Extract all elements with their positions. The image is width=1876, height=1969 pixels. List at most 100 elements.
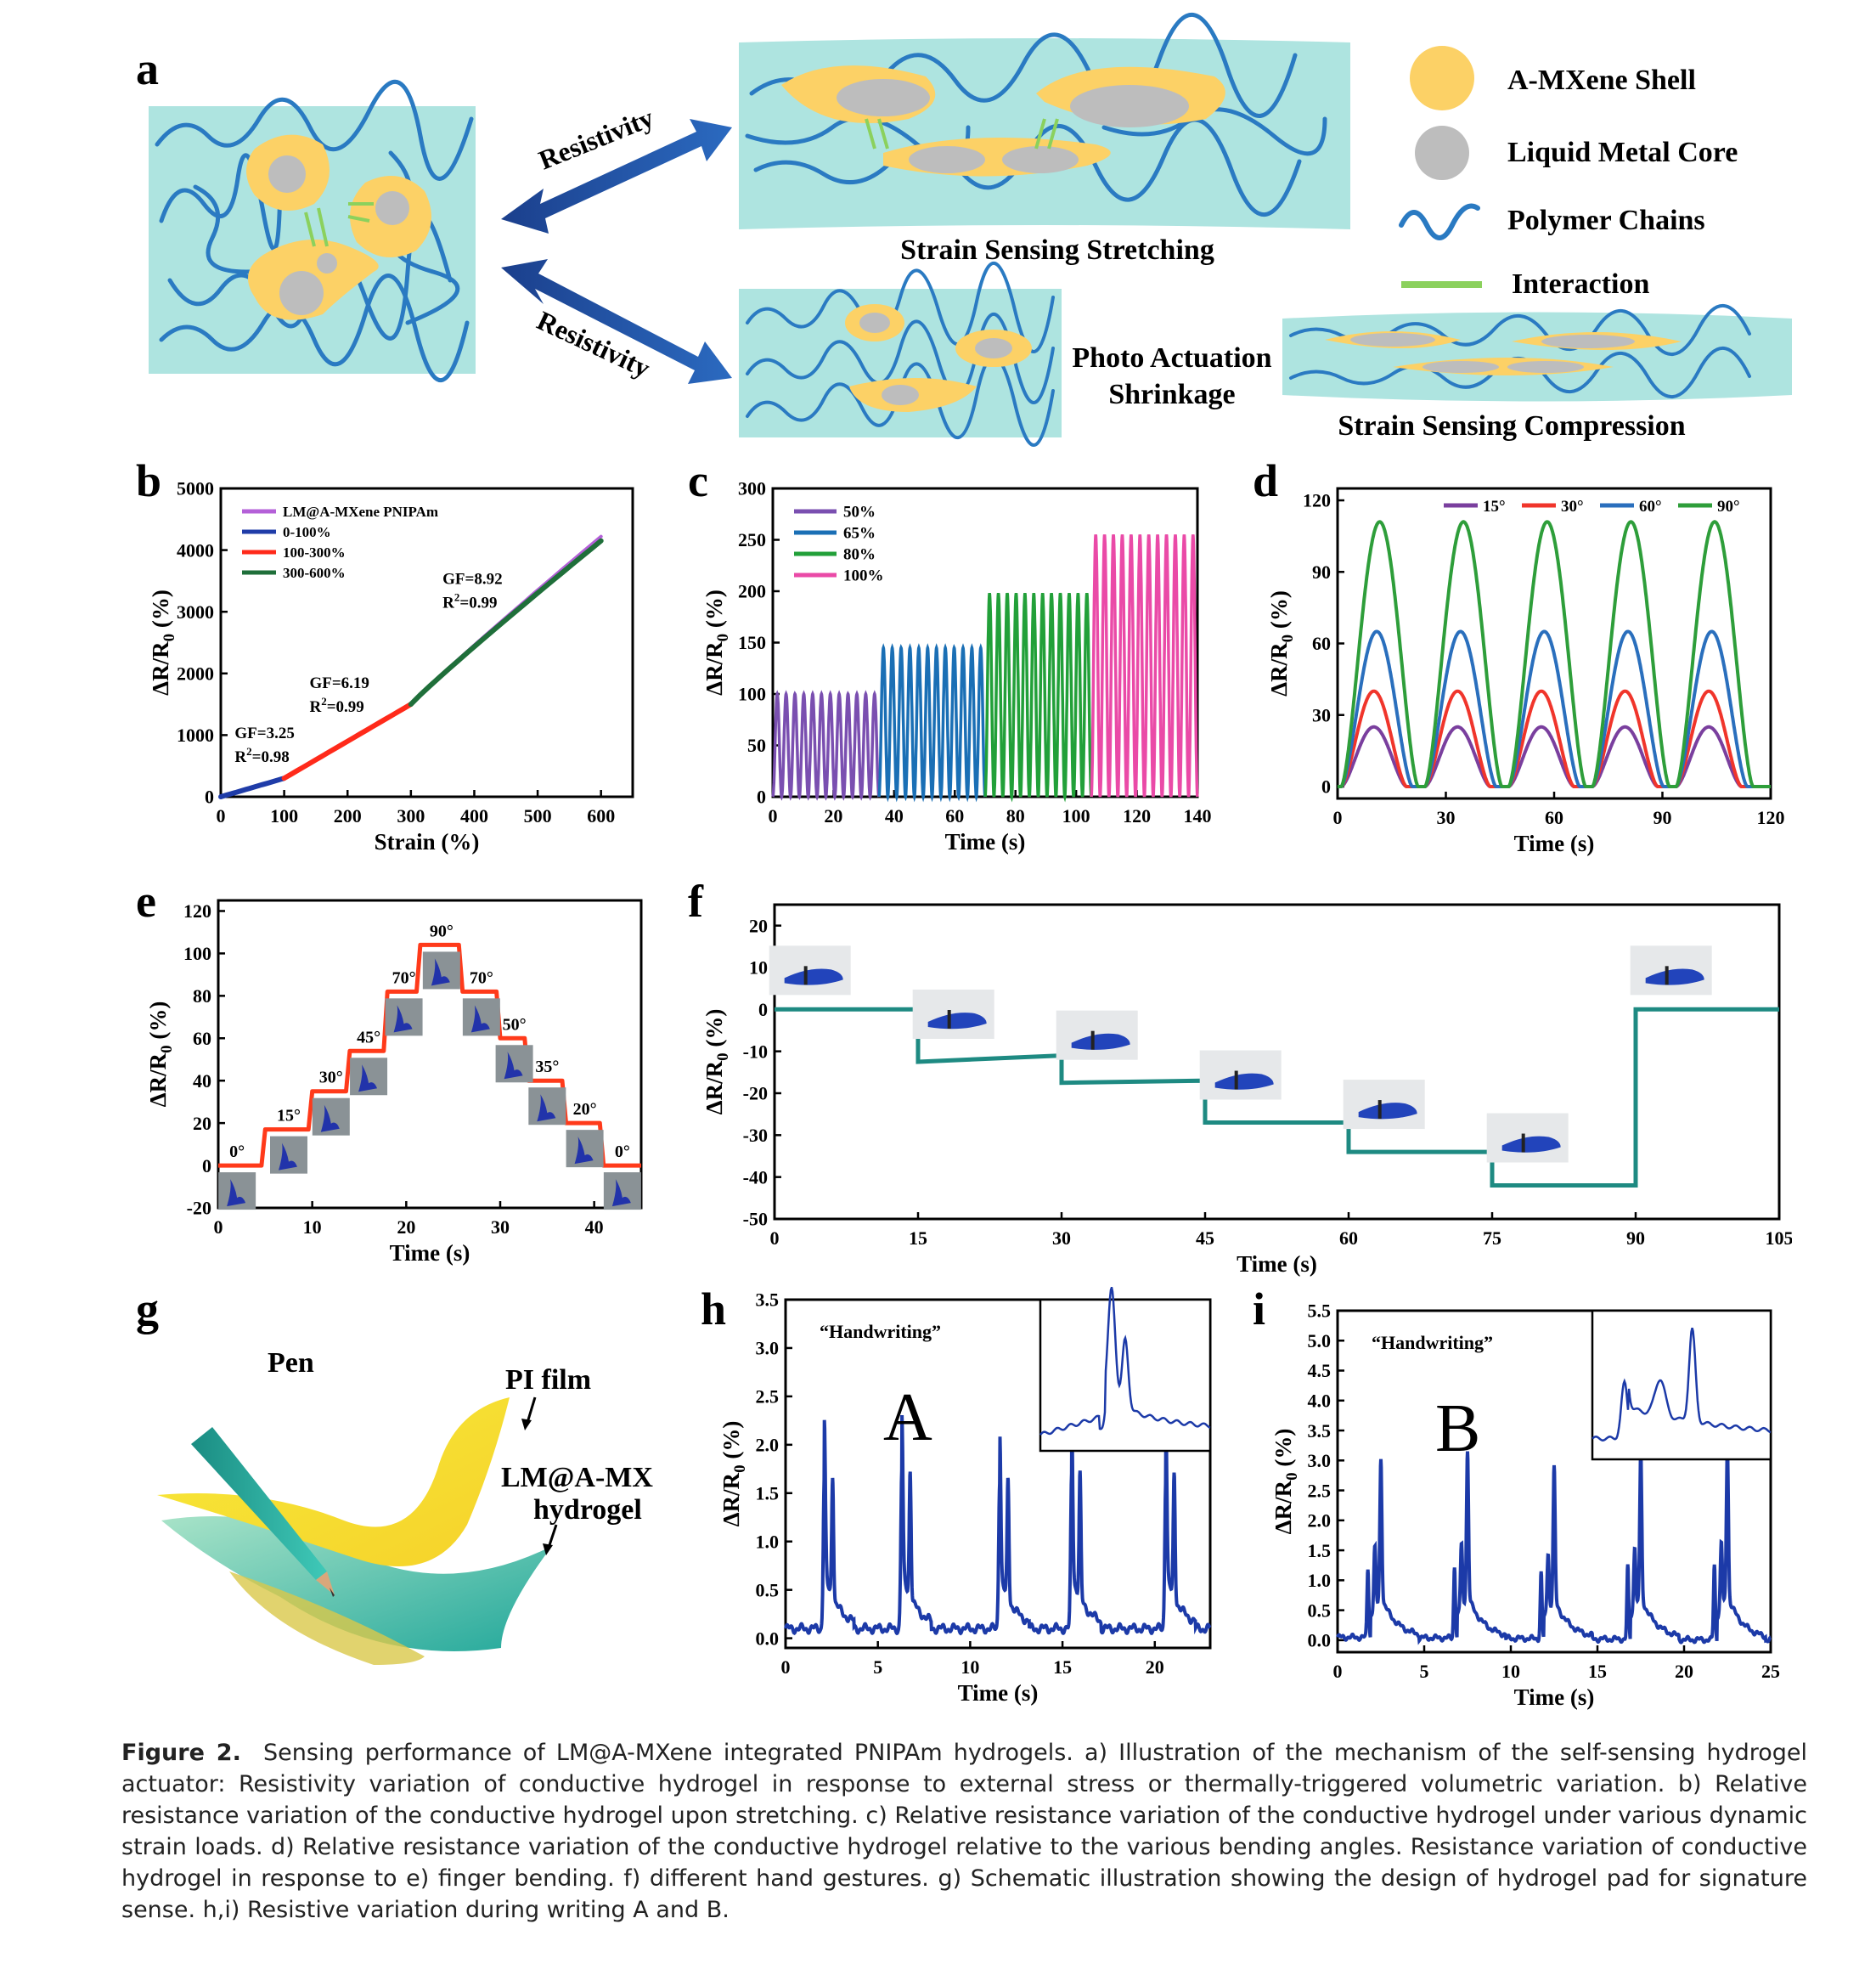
y-tick-label: 200 <box>738 581 766 602</box>
panel-label-a: a <box>136 43 159 94</box>
x-tick-label: 120 <box>1123 805 1151 827</box>
label-hydrogel-2: hydrogel <box>533 1494 642 1526</box>
x-tick-label: 90 <box>1626 1227 1645 1249</box>
x-tick-label: 25 <box>1761 1661 1780 1682</box>
panel-a-legend: A-MXene Shell Liquid Metal Core Polymer … <box>1399 46 1738 300</box>
amxene-particles-main <box>246 134 431 320</box>
x-tick-label: 100 <box>1062 805 1090 827</box>
legend-entry: 60° <box>1639 498 1662 516</box>
y-tick-label: 1.5 <box>756 1482 780 1504</box>
x-tick-label: 0 <box>769 805 778 827</box>
y-tick-label: 4.0 <box>1308 1390 1332 1411</box>
y-tick-label: 0 <box>757 787 766 808</box>
x-tick-label: 30 <box>491 1216 510 1238</box>
y-axis-label: ΔR/R0 (%) <box>148 590 178 696</box>
substrate-layer <box>229 1571 425 1665</box>
y-tick-label: 3.0 <box>1308 1450 1332 1471</box>
x-tick-label: 200 <box>334 805 362 827</box>
legend-entry: LM@A-MXene PNIPAm <box>283 504 438 520</box>
chart-h: 0 5 10 15 20 0.0 0.5 1.0 1.5 2.0 2.5 3.0 3.5 Time (s)… <box>718 1287 1212 1706</box>
handwriting-annotation: “Handwriting” <box>1372 1332 1493 1353</box>
x-tick-label: 80 <box>1006 805 1025 827</box>
x-tick-label: 45 <box>1196 1227 1214 1249</box>
series-line-2 <box>281 702 414 781</box>
pi-film-layer <box>157 1397 510 1566</box>
x-tick-label: 20 <box>824 805 842 827</box>
plot-frame <box>217 899 643 1210</box>
handwritten-letter: B <box>1435 1391 1480 1466</box>
y-tick-label: 60 <box>193 1028 211 1049</box>
y-tick-label: 2.0 <box>1308 1510 1332 1532</box>
y-tick-label: -40 <box>743 1166 768 1188</box>
caption-text: Sensing performance of LM@A-MXene integr… <box>121 1740 1807 1923</box>
r2-annotation-0: R2=0.98 <box>234 745 289 766</box>
panel-label-b: b <box>136 455 162 506</box>
hand-icon-1 <box>927 1013 987 1030</box>
x-axis-label: Time (s) <box>1237 1251 1317 1277</box>
series-line-3 <box>408 538 604 708</box>
angle-label-9: 20° <box>573 1100 597 1119</box>
x-tick-label: 20 <box>397 1216 415 1238</box>
interaction-lines-main <box>304 202 374 247</box>
legend-entry: 30° <box>1561 498 1584 516</box>
x-tick-label: 105 <box>1766 1227 1793 1249</box>
y-tick-label: 0.5 <box>1308 1599 1332 1621</box>
x-tick-label: 140 <box>1184 805 1212 827</box>
chart-i: 0 5 10 15 20 25 0.0 0.5 1.0 1.5 2.0 2.5 3.0 3.5 4.0 4.5… <box>1270 1300 1780 1710</box>
y-tick-label: 150 <box>738 632 766 653</box>
chart-c: 0 20 40 60 80 100 120 140 0 50 100 150 200 250 300 Time… <box>701 478 1212 855</box>
panel-label-e: e <box>136 876 156 927</box>
x-tick-label: 100 <box>270 805 298 827</box>
panel-label-c: c <box>688 455 708 506</box>
y-tick-label: 20 <box>193 1113 211 1134</box>
x-tick-label: 0 <box>214 1216 223 1238</box>
label-photo-2: Shrinkage <box>1108 379 1235 410</box>
y-axis-label: ΔR/R0 (%) <box>145 1001 176 1108</box>
x-tick-label: 60 <box>1339 1227 1358 1249</box>
y-tick-label: 100 <box>738 684 766 705</box>
hand-icon-6 <box>1645 968 1704 985</box>
y-axis-label: ΔR/R0 (%) <box>701 590 732 696</box>
x-tick-label: 5 <box>1420 1661 1429 1682</box>
y-tick-label: 80 <box>193 985 211 1007</box>
angle-label-10: 0° <box>615 1142 630 1161</box>
x-tick-label: 10 <box>961 1656 979 1678</box>
y-tick-label: 2.0 <box>756 1435 780 1456</box>
y-tick-label: 2.5 <box>1308 1480 1332 1501</box>
handwriting-annotation: “Handwriting” <box>820 1321 941 1342</box>
y-tick-label: 4000 <box>177 539 214 561</box>
y-tick-label: 90 <box>1312 561 1331 583</box>
x-tick-label: 0 <box>770 1227 780 1249</box>
angle-label-8: 35° <box>535 1058 559 1076</box>
hand-icon-3 <box>1214 1073 1274 1090</box>
y-tick-label: 3.0 <box>756 1338 780 1359</box>
handwritten-letter: A <box>883 1380 932 1455</box>
plot-frame <box>1336 1309 1772 1654</box>
angle-label-4: 70° <box>392 968 416 987</box>
x-axis-label: Time (s) <box>1514 831 1595 856</box>
x-tick-label: 0 <box>1333 807 1343 828</box>
y-tick-label: 1000 <box>177 725 214 746</box>
angle-label-6: 70° <box>470 968 493 987</box>
hand-icon-2 <box>320 1104 340 1132</box>
y-tick-label: -50 <box>743 1209 768 1230</box>
x-tick-label: 500 <box>524 805 552 827</box>
signal-line <box>1336 1447 1772 1645</box>
y-axis-label: ΔR/R0 (%) <box>1270 1429 1301 1535</box>
y-tick-label: 20 <box>749 915 768 936</box>
label-photo-1: Photo Actuation <box>1072 342 1271 374</box>
hand-icon-5 <box>431 958 450 986</box>
x-tick-label: 20 <box>1675 1661 1693 1682</box>
series-line-3 <box>1338 520 1771 788</box>
legend-shell-label: A-MXene Shell <box>1507 65 1696 96</box>
y-axis-label: ΔR/R0 (%) <box>718 1421 749 1527</box>
legend-entry: 15° <box>1483 498 1506 516</box>
figure-caption: Figure 2. Sensing performance of LM@A-MX… <box>121 1737 1807 1926</box>
panel-label-f: f <box>688 876 703 927</box>
hand-icon-6 <box>470 1005 490 1033</box>
x-tick-label: 60 <box>945 805 964 827</box>
series-line-1 <box>877 643 987 803</box>
hand-icon-2 <box>1071 1033 1130 1050</box>
r2-annotation-1: R2=0.99 <box>309 695 363 716</box>
